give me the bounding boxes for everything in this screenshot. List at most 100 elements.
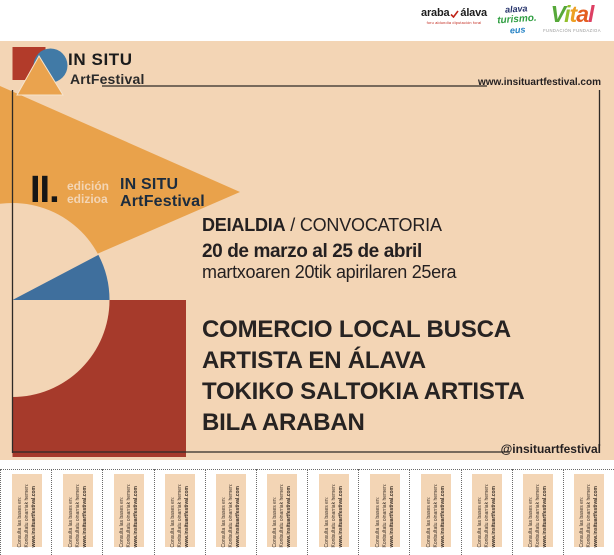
- headline-line: BILA ARABAN: [202, 409, 365, 436]
- tearoff-tab: Consulta las bases en: Kontsultatu oinarr…: [420, 474, 451, 547]
- sponsor-alava-turismo-logo: alava turismo. eus: [496, 3, 538, 37]
- cream-quarter-disc: [12, 300, 110, 397]
- tearoff-strip: Consulta las bases en: Kontsultatu oinarr…: [0, 469, 52, 555]
- edition-label-es: edición: [67, 179, 110, 193]
- tearoff-text-line: Consulta las bases en:: [323, 496, 330, 547]
- tearoff-strip: Consulta las bases en: Kontsultatu oinarr…: [511, 469, 564, 555]
- tearoff-strip: Consulta las bases en: Kontsultatu oinarr…: [358, 469, 410, 555]
- sponsor-araba-alava-logo: araba álava foru aldundia diputación for…: [419, 8, 489, 26]
- vital-letter: l: [587, 1, 594, 27]
- tearoff-tab-text: Consulta las bases en: Kontsultatu oinarr…: [165, 474, 195, 547]
- tearoff-tab-text: Consulta las bases en: Kontsultatu oinarr…: [472, 474, 502, 547]
- tearoff-text-line: www.insituartfestival.com: [592, 485, 599, 548]
- tearoff-strip: Consulta las bases en: Kontsultatu oinarr…: [204, 469, 257, 555]
- tearoff-text-line: Kontsultatu oinarriak hemen:: [330, 483, 337, 547]
- brand-subtitle: ArtFestival: [70, 71, 145, 87]
- tearoff-tab: Consulta las bases en: Kontsultatu oinarr…: [11, 474, 42, 547]
- araba-text: araba: [421, 7, 450, 19]
- tearoff-text-line: Kontsultatu oinarriak hemen:: [74, 483, 81, 547]
- call-rest: CONVOCATORIA: [299, 215, 442, 235]
- sponsor-araba-tagline: foru aldundia diputación foral: [426, 21, 482, 25]
- tearoff-tab-text: Consulta las bases en: Kontsultatu oinarr…: [267, 474, 297, 547]
- brand-title: IN SITU: [68, 50, 133, 69]
- sponsor-araba-alava-name: araba álava: [419, 8, 489, 19]
- tearoff-text-line: Kontsultatu oinarriak hemen:: [432, 483, 439, 547]
- tearoff-text-line: www.insituartfestival.com: [81, 485, 88, 548]
- tearoff-text-line: www.insituartfestival.com: [285, 485, 292, 548]
- call-bold: DEIALDIA: [202, 215, 286, 235]
- tearoff-strip: Consulta las bases en: Kontsultatu oinarr…: [153, 469, 206, 555]
- dates-basque: martxoaren 20tik apirilaren 25era: [202, 262, 457, 282]
- tearoff-tab-text: Consulta las bases en: Kontsultatu oinarr…: [12, 474, 42, 547]
- tearoff-strip: Consulta las bases en: Kontsultatu oinarr…: [102, 469, 154, 555]
- tearoff-strip: Consulta las bases en: Kontsultatu oinarr…: [255, 469, 308, 555]
- tearoff-text-line: Consulta las bases en:: [374, 496, 381, 547]
- tearoff-strip: Consulta las bases en: Kontsultatu oinarr…: [562, 469, 614, 555]
- edition-labels: edición edizioa: [67, 180, 109, 205]
- headline-line: TOKIKO SALTOKIA ARTISTA: [202, 378, 525, 405]
- tearoff-text-line: Consulta las bases en:: [16, 496, 23, 547]
- tearoff-text-line: www.insituartfestival.com: [337, 485, 344, 548]
- tearoff-text-line: www.insituartfestival.com: [30, 485, 37, 548]
- call-line: DEIALDIA / CONVOCATORIA: [202, 216, 442, 234]
- social-handle: @insituartfestival: [500, 442, 601, 456]
- alava-text: álava: [460, 7, 487, 19]
- headline-line: ARTISTA EN ÁLAVA: [202, 347, 426, 374]
- tearoff-tab: Consulta las bases en: Kontsultatu oinarr…: [472, 474, 503, 547]
- call-separator: /: [285, 215, 300, 235]
- tearoff-tab-text: Consulta las bases en: Kontsultatu oinarr…: [523, 474, 553, 547]
- tearoff-text-line: Kontsultatu oinarriak hemen:: [125, 483, 132, 547]
- tearoff-tab: Consulta las bases en: Kontsultatu oinarr…: [318, 474, 349, 547]
- headline-line: COMERCIO LOCAL BUSCA: [202, 316, 511, 343]
- tearoff-text-line: www.insituartfestival.com: [132, 485, 139, 548]
- logo-orange-triangle: [16, 55, 64, 96]
- tearoff-tab: Consulta las bases en: Kontsultatu oinarr…: [113, 474, 144, 547]
- tearoff-text-line: www.insituartfestival.com: [183, 485, 190, 548]
- tearoff-tab: Consulta las bases en: Kontsultatu oinarr…: [523, 474, 554, 547]
- tearoff-tab: Consulta las bases en: Kontsultatu oinarr…: [62, 474, 93, 547]
- blue-wedge: [12, 254, 110, 300]
- tearoff-text-line: www.insituartfestival.com: [541, 485, 548, 548]
- tearoff-tab-text: Consulta las bases en: Kontsultatu oinarr…: [216, 474, 246, 547]
- tearoff-strip: Consulta las bases en: Kontsultatu oinarr…: [51, 469, 103, 555]
- tearoff-text-line: www.insituartfestival.com: [490, 485, 497, 548]
- tearoff-tab-text: Consulta las bases en: Kontsultatu oinarr…: [574, 474, 604, 547]
- tearoff-tab-text: Consulta las bases en: Kontsultatu oinarr…: [114, 474, 144, 547]
- tearoff-text-line: Consulta las bases en:: [67, 496, 74, 547]
- edition-title: IN SITU: [120, 176, 179, 193]
- tearoff-text-line: Consulta las bases en:: [118, 496, 125, 547]
- tearoff-text-line: www.insituartfestival.com: [439, 485, 446, 548]
- tearoff-tab: Consulta las bases en: Kontsultatu oinarr…: [267, 474, 298, 547]
- vital-letter: t: [569, 1, 578, 27]
- tearoff-tab-text: Consulta las bases en: Kontsultatu oinarr…: [63, 474, 93, 547]
- tearoff-strip: Consulta las bases en: Kontsultatu oinarr…: [307, 469, 359, 555]
- dates-spanish: 20 de marzo al 25 de abril: [202, 241, 422, 262]
- tearoff-text-line: Kontsultatu oinarriak hemen:: [381, 483, 388, 547]
- vital-letter: V: [550, 1, 565, 27]
- edition-subtitle: ArtFestival: [120, 193, 205, 210]
- tearoff-strip: Consulta las bases en: Kontsultatu oinarr…: [460, 469, 513, 555]
- edition-title-block: IN SITU ArtFestival: [120, 176, 205, 210]
- tearoff-text-line: Consulta las bases en:: [425, 496, 432, 547]
- edition-numeral: II.: [30, 169, 60, 211]
- tearoff-tab-text: Consulta las bases en: Kontsultatu oinarr…: [421, 474, 451, 547]
- headline: COMERCIO LOCAL BUSCA ARTISTA EN ÁLAVA TOKI…: [202, 314, 525, 438]
- tearoff-tab: Consulta las bases en: Kontsultatu oinarr…: [574, 474, 605, 547]
- tearoff-tab: Consulta las bases en: Kontsultatu oinarr…: [216, 474, 247, 547]
- vital-wordmark: Vital: [541, 3, 603, 26]
- red-check-icon: [450, 10, 460, 18]
- tearoff-text-line: www.insituartfestival.com: [388, 485, 395, 548]
- tearoff-strip: Consulta las bases en: Kontsultatu oinarr…: [409, 469, 461, 555]
- sponsor-vital-tagline: FUNDACIÓN FUNDAZIOA: [543, 28, 601, 33]
- tearoff-tab-text: Consulta las bases en: Kontsultatu oinarr…: [370, 474, 400, 547]
- tearoff-tab: Consulta las bases en: Kontsultatu oinarr…: [369, 474, 400, 547]
- tearoff-text-line: www.insituartfestival.com: [234, 485, 241, 548]
- tearoff-text-line: Kontsultatu oinarriak hemen:: [23, 483, 30, 547]
- tearoff-tab-text: Consulta las bases en: Kontsultatu oinarr…: [319, 474, 349, 547]
- tearoff-tab: Consulta las bases en: Kontsultatu oinarr…: [165, 474, 196, 547]
- sponsor-vital-logo: Vital FUNDACIÓN FUNDAZIOA: [541, 3, 603, 34]
- vital-letter: a: [576, 1, 589, 27]
- vital-letter: i: [564, 1, 570, 27]
